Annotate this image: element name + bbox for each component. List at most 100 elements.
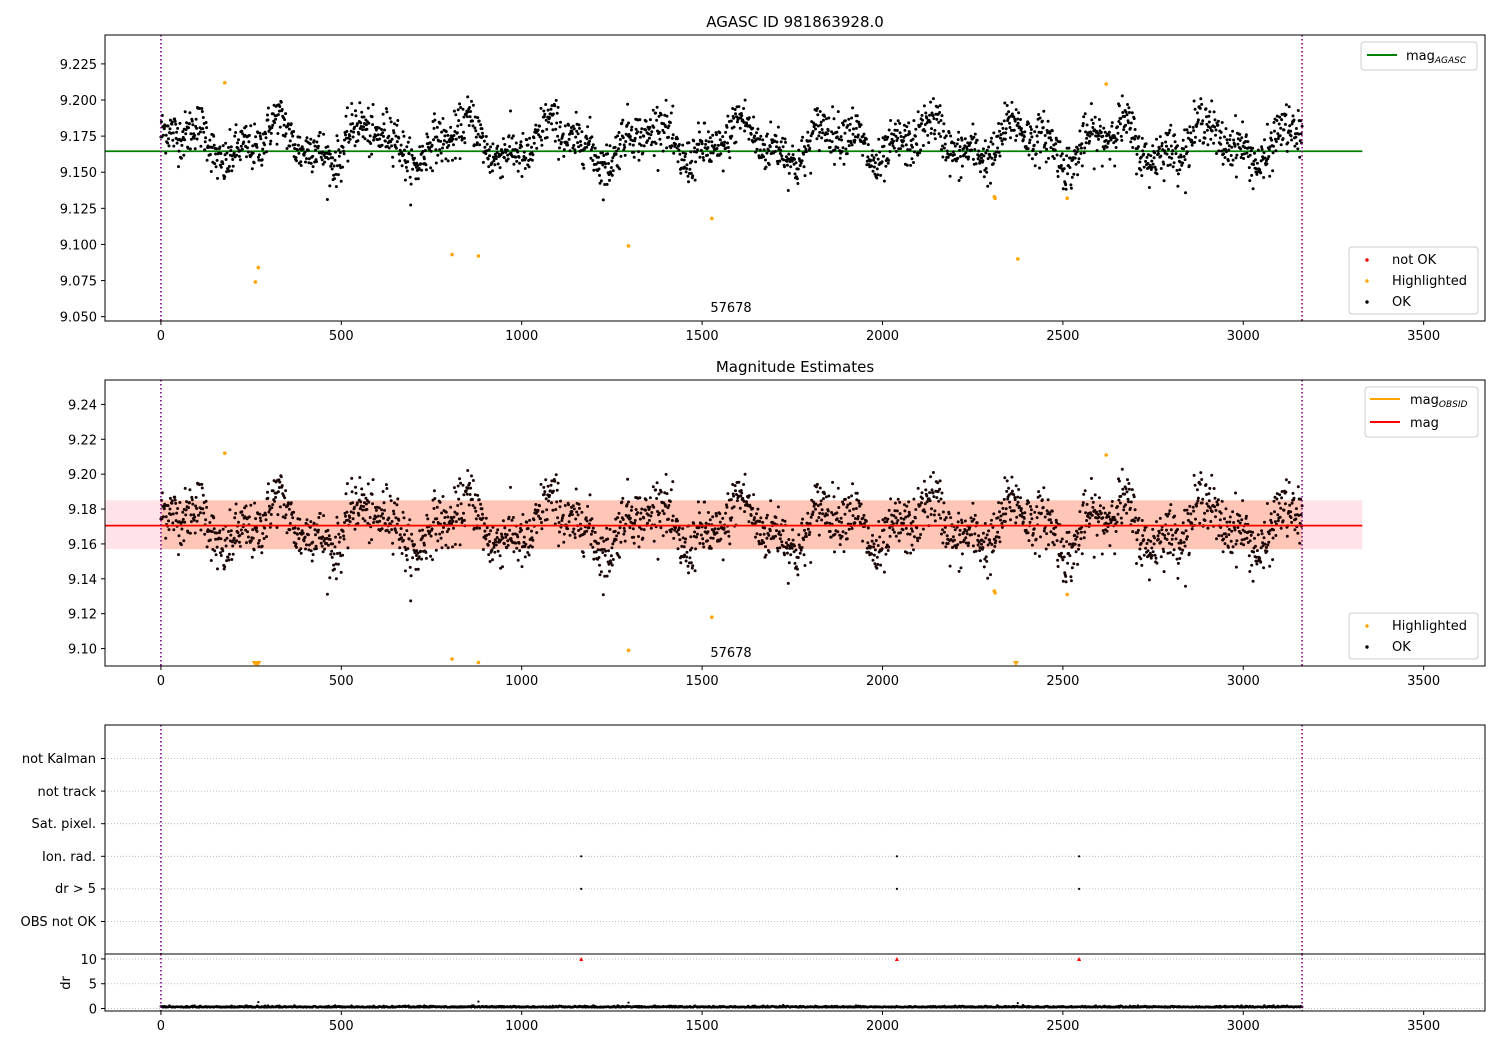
ok-point — [538, 124, 542, 128]
ok-point — [1015, 503, 1019, 507]
ok-point — [339, 179, 343, 183]
ok-point — [785, 551, 789, 555]
ok-point — [1081, 501, 1085, 505]
ok-point — [390, 144, 394, 148]
ok-point — [1128, 506, 1132, 510]
ok-point — [562, 540, 566, 544]
ok-point — [215, 545, 219, 549]
ok-point — [749, 514, 753, 517]
ok-point — [1165, 528, 1168, 532]
ok-point — [224, 158, 228, 161]
ok-point — [590, 517, 594, 521]
ok-point — [684, 170, 688, 174]
ok-point — [516, 150, 520, 154]
ok-point — [1107, 133, 1111, 137]
ok-point — [225, 559, 229, 563]
ok-point — [540, 521, 543, 524]
ok-point — [270, 506, 274, 510]
ok-point — [252, 548, 256, 552]
ok-point — [661, 534, 665, 538]
ok-point — [996, 516, 1000, 520]
ok-point — [492, 159, 496, 163]
ok-point — [583, 142, 587, 145]
ok-point — [393, 501, 396, 505]
ok-point — [603, 183, 607, 186]
ok-point — [1260, 529, 1264, 533]
ok-point — [1005, 112, 1009, 116]
ok-point — [988, 153, 992, 156]
ok-point — [284, 513, 288, 517]
ok-point — [662, 512, 666, 516]
ok-point — [278, 505, 282, 509]
ok-point — [912, 161, 915, 164]
ok-point — [460, 516, 464, 520]
ok-point — [890, 520, 894, 524]
ok-point — [964, 151, 968, 155]
ok-point — [506, 543, 510, 547]
ok-point — [229, 529, 233, 533]
y-tick-label: 9.225 — [60, 58, 97, 73]
ok-point — [432, 112, 436, 116]
ok-point — [742, 121, 746, 124]
ok-point — [528, 518, 532, 522]
ok-point — [452, 526, 455, 530]
ok-point — [1263, 520, 1266, 524]
ok-point — [1151, 527, 1155, 531]
ok-point — [993, 158, 997, 162]
ok-point — [488, 170, 492, 174]
ok-point — [621, 136, 625, 140]
ok-point — [690, 566, 694, 570]
ok-point — [1227, 144, 1231, 148]
y-tick-label: 9.075 — [60, 275, 97, 290]
ok-point — [743, 129, 747, 133]
ok-point — [655, 497, 659, 500]
ok-point — [1238, 132, 1242, 136]
ok-point — [1224, 532, 1227, 536]
ok-point — [434, 161, 438, 165]
ok-point — [701, 156, 705, 159]
ok-point — [1207, 114, 1211, 118]
ok-point — [677, 148, 681, 152]
ok-point — [641, 151, 645, 155]
ok-point — [753, 516, 757, 520]
ok-point — [1183, 158, 1187, 162]
ok-point — [814, 507, 817, 511]
ok-point — [681, 151, 685, 155]
ok-point — [1259, 560, 1263, 564]
ok-point — [364, 502, 368, 506]
ok-point — [664, 125, 668, 129]
ok-point — [352, 511, 356, 515]
ok-point — [1208, 110, 1212, 114]
ok-point — [997, 150, 1001, 154]
ok-point — [1091, 500, 1095, 504]
ok-point — [489, 529, 493, 533]
ok-point — [452, 134, 456, 137]
ok-point — [221, 527, 225, 531]
ok-point — [1080, 142, 1084, 146]
ok-point — [1081, 122, 1085, 125]
ok-point — [1162, 570, 1166, 574]
ok-point — [1295, 142, 1299, 146]
highlighted-point — [1065, 196, 1069, 200]
panel2-highlighted-points — [223, 451, 1108, 665]
ok-point — [1113, 136, 1117, 140]
ok-point — [336, 139, 340, 143]
ok-point — [909, 551, 913, 555]
panel3-obsid-boundaries — [160, 725, 1303, 954]
ok-point — [943, 518, 947, 522]
ok-point — [678, 538, 682, 542]
ok-point — [208, 538, 212, 542]
ok-point — [451, 545, 454, 549]
ok-point — [1243, 146, 1247, 150]
ok-point — [162, 507, 166, 511]
ok-point — [925, 116, 929, 120]
ok-point — [334, 185, 338, 189]
ok-point — [658, 137, 662, 141]
ok-point — [329, 164, 333, 168]
ok-point — [1281, 137, 1285, 141]
ok-point — [214, 537, 218, 541]
ok-point — [911, 520, 915, 523]
ok-point — [801, 135, 805, 139]
ok-point — [958, 528, 962, 532]
ok-point — [1104, 139, 1108, 142]
